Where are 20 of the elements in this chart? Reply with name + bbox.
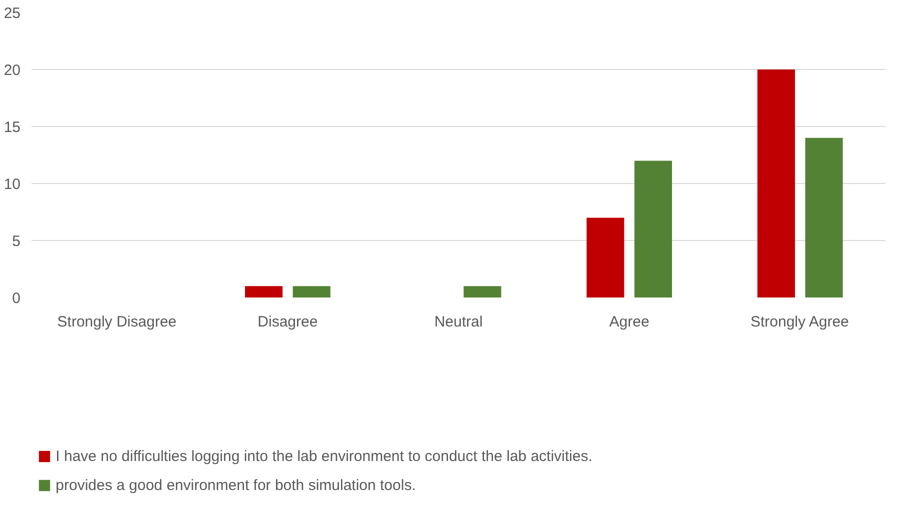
bar — [805, 138, 843, 298]
x-tick-label: Strongly Disagree — [57, 314, 177, 330]
bar — [464, 286, 502, 298]
y-tick-label: 5 — [12, 233, 20, 250]
x-tick-label: Disagree — [258, 314, 318, 330]
x-tick-label: Agree — [609, 314, 650, 330]
bar — [757, 70, 795, 298]
x-tick-label: Neutral — [434, 314, 483, 330]
bar — [634, 160, 672, 298]
y-tick-label: 0 — [12, 290, 20, 307]
y-tick-label: 25 — [4, 5, 21, 22]
y-tick-label: 10 — [4, 176, 21, 193]
bar — [245, 286, 283, 298]
x-tick-label: Strongly Agree — [750, 314, 849, 330]
legend-label: I have no difficulties logging into the lab environment to conduct the lab activities. — [56, 448, 592, 464]
bar — [292, 286, 330, 298]
legend-label: provides a good environment for both simulation tools. — [56, 476, 416, 494]
bar — [586, 218, 624, 298]
y-tick-label: 15 — [4, 119, 21, 136]
y-tick-label: 20 — [4, 62, 21, 79]
